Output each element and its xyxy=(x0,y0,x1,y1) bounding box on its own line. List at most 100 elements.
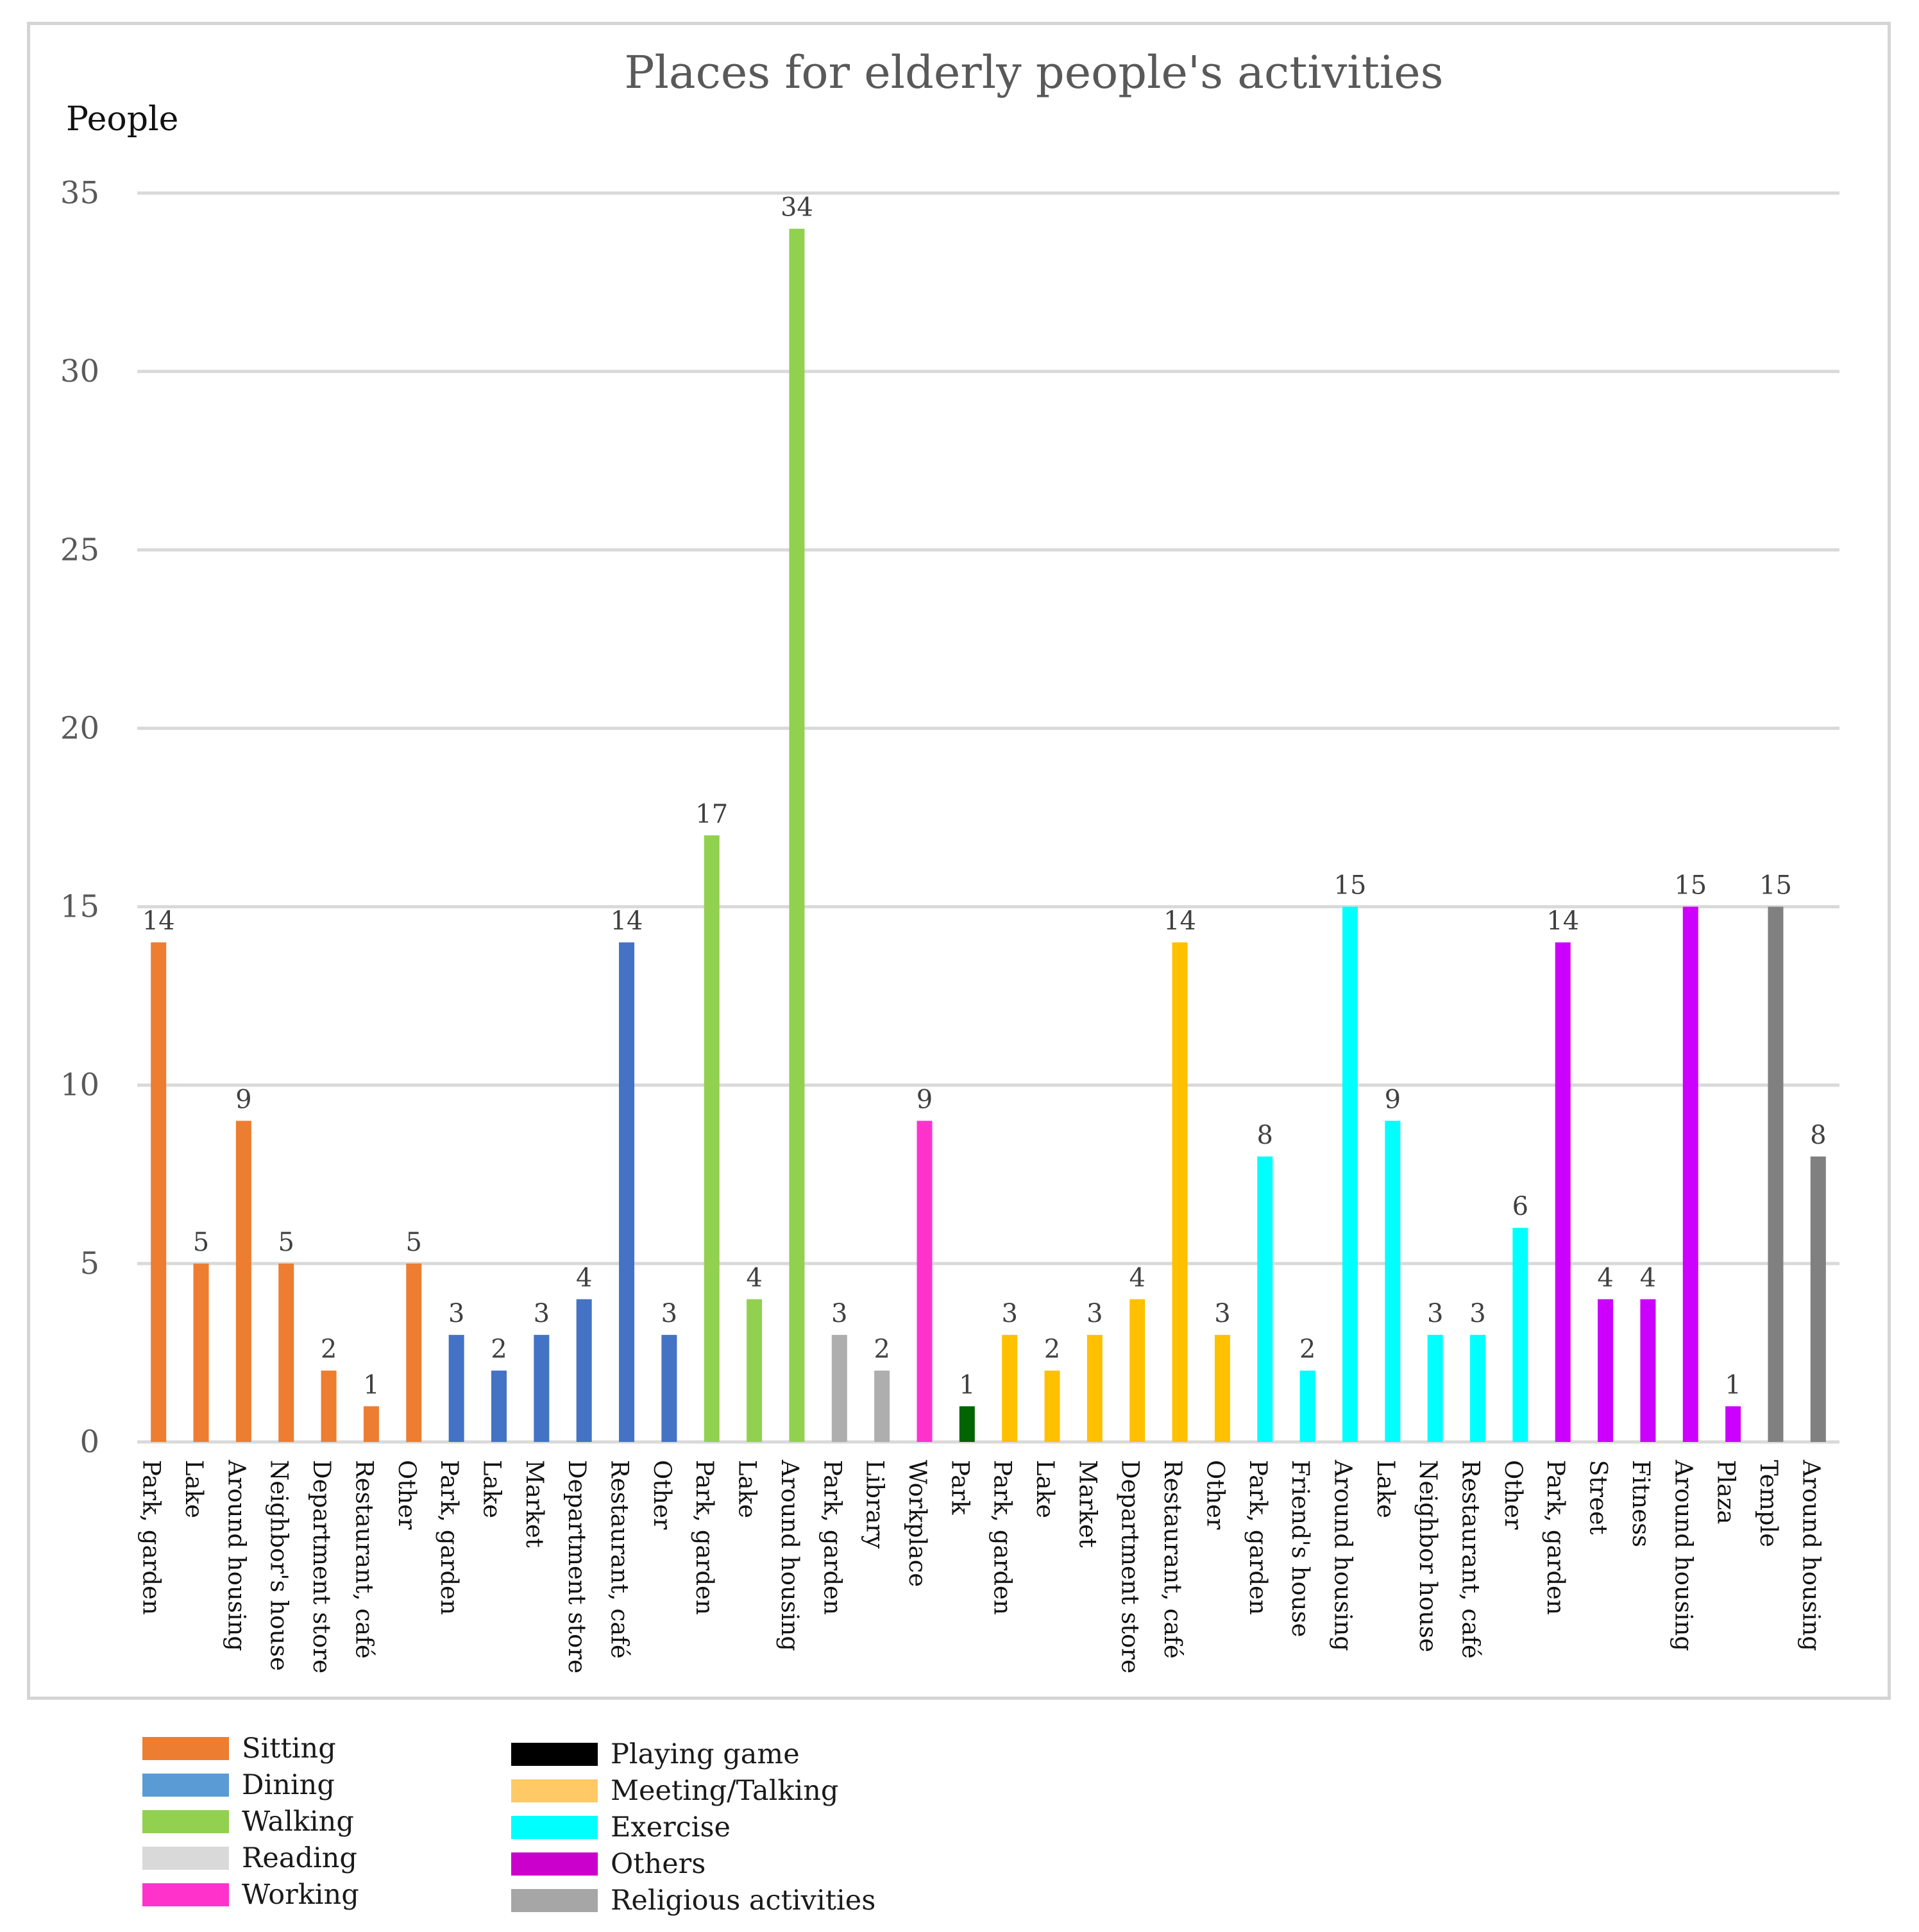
data-label: 6 xyxy=(1512,1192,1528,1221)
data-label: 1 xyxy=(959,1370,975,1400)
bar-38 xyxy=(1725,1406,1741,1442)
x-tick-label: Other xyxy=(648,1460,676,1530)
data-label: 9 xyxy=(917,1085,933,1114)
data-label: 34 xyxy=(781,193,813,223)
x-tick-label: Market xyxy=(1074,1460,1101,1548)
legend-swatch xyxy=(142,1737,229,1760)
legend-label: Reading xyxy=(242,1842,357,1874)
legend-label: Working xyxy=(242,1879,359,1911)
data-label: 5 xyxy=(278,1228,294,1257)
bar-37 xyxy=(1682,906,1698,1442)
bar-23 xyxy=(1086,1335,1103,1442)
legend-label: Others xyxy=(611,1848,706,1880)
bar-1 xyxy=(151,942,167,1442)
x-tick-label: Park, garden xyxy=(691,1460,718,1615)
legend-item: Dining xyxy=(142,1769,335,1801)
data-label: 14 xyxy=(611,906,643,936)
bar-25 xyxy=(1172,942,1188,1442)
legend-swatch xyxy=(142,1810,229,1833)
x-tick-label: Other xyxy=(1201,1460,1229,1530)
data-label: 1 xyxy=(363,1370,379,1400)
bar-40 xyxy=(1810,1156,1826,1442)
x-tick-label: Lake xyxy=(478,1460,505,1518)
data-label: 2 xyxy=(491,1335,507,1364)
x-tick-label: Library xyxy=(861,1460,889,1549)
x-tick-label: Other xyxy=(1500,1460,1527,1530)
x-tick-label: Around housing xyxy=(223,1459,250,1651)
y-tick-label: 35 xyxy=(60,175,99,211)
data-label: 14 xyxy=(1546,906,1579,936)
x-tick-label: Around housing xyxy=(1329,1459,1357,1651)
data-label: 15 xyxy=(1674,871,1707,901)
legend-item: Others xyxy=(511,1848,706,1880)
bar-34 xyxy=(1555,942,1571,1442)
legend-label: Playing game xyxy=(611,1738,800,1770)
x-tick-label: Workplace xyxy=(904,1460,931,1587)
y-tick-label: 20 xyxy=(60,710,99,746)
legend-item: Religious activities xyxy=(511,1885,876,1917)
data-label: 1 xyxy=(1725,1370,1741,1400)
legend-item: Working xyxy=(142,1879,359,1911)
legend-label: Exercise xyxy=(611,1811,731,1843)
x-tick-label: Lake xyxy=(1372,1460,1399,1518)
legend-item: Reading xyxy=(142,1842,357,1874)
x-tick-label: Neighbor's house xyxy=(266,1460,293,1671)
bar-5 xyxy=(321,1370,337,1442)
legend-swatch xyxy=(142,1847,229,1870)
data-label: 14 xyxy=(1163,906,1196,936)
x-tick-label: Around housing xyxy=(1797,1459,1825,1651)
x-tick-label: Fitness xyxy=(1627,1460,1655,1547)
bar-2 xyxy=(193,1263,209,1442)
legend-label: Walking xyxy=(242,1806,354,1838)
data-label: 15 xyxy=(1334,871,1367,901)
x-tick-label: Friend's house xyxy=(1287,1460,1314,1637)
data-label: 3 xyxy=(1001,1299,1017,1328)
data-label: 8 xyxy=(1810,1121,1826,1150)
legend-swatch xyxy=(142,1883,229,1906)
bar-28 xyxy=(1299,1370,1315,1442)
bar-39 xyxy=(1768,906,1784,1442)
bar-20 xyxy=(959,1406,975,1442)
x-tick-label: Street xyxy=(1585,1460,1612,1535)
data-label: 3 xyxy=(1214,1299,1230,1328)
legend-swatch xyxy=(511,1816,598,1839)
legend-swatch xyxy=(511,1889,598,1912)
y-tick-label: 30 xyxy=(60,353,99,389)
bar-19 xyxy=(917,1121,933,1442)
bar-30 xyxy=(1385,1121,1401,1442)
data-label: 4 xyxy=(1640,1263,1656,1292)
legend-label: Dining xyxy=(242,1769,335,1801)
data-label: 2 xyxy=(1044,1335,1060,1364)
x-tick-label: Park, garden xyxy=(1244,1460,1272,1615)
data-label: 3 xyxy=(448,1299,464,1328)
legend-label: Religious activities xyxy=(611,1885,876,1917)
x-tick-label: Restaurant, café xyxy=(1457,1460,1485,1659)
bar-6 xyxy=(363,1406,379,1442)
data-label: 3 xyxy=(661,1299,677,1328)
bar-35 xyxy=(1598,1299,1614,1442)
bar-13 xyxy=(661,1335,677,1442)
data-label: 3 xyxy=(1469,1299,1485,1328)
data-label: 4 xyxy=(746,1263,762,1292)
x-tick-label: Park, garden xyxy=(138,1460,165,1615)
data-label: 4 xyxy=(1597,1263,1613,1292)
x-tick-label: Park, garden xyxy=(435,1460,463,1615)
data-label: 5 xyxy=(406,1228,422,1257)
data-label: 9 xyxy=(1385,1085,1401,1114)
legend-swatch xyxy=(142,1774,229,1797)
data-label: 2 xyxy=(321,1335,337,1364)
data-label: 3 xyxy=(1427,1299,1443,1328)
legend-swatch xyxy=(511,1743,598,1766)
x-tick-label: Plaza xyxy=(1712,1460,1740,1524)
x-tick-label: Restaurant, café xyxy=(1159,1460,1187,1659)
bar-15 xyxy=(747,1299,763,1442)
x-tick-label: Park, garden xyxy=(1542,1460,1569,1615)
bar-18 xyxy=(874,1370,890,1442)
x-tick-label: Lake xyxy=(734,1460,761,1518)
chart-frame xyxy=(27,22,1891,1700)
bar-31 xyxy=(1427,1335,1443,1442)
bar-3 xyxy=(235,1121,251,1442)
bars-layer xyxy=(151,228,1826,1443)
